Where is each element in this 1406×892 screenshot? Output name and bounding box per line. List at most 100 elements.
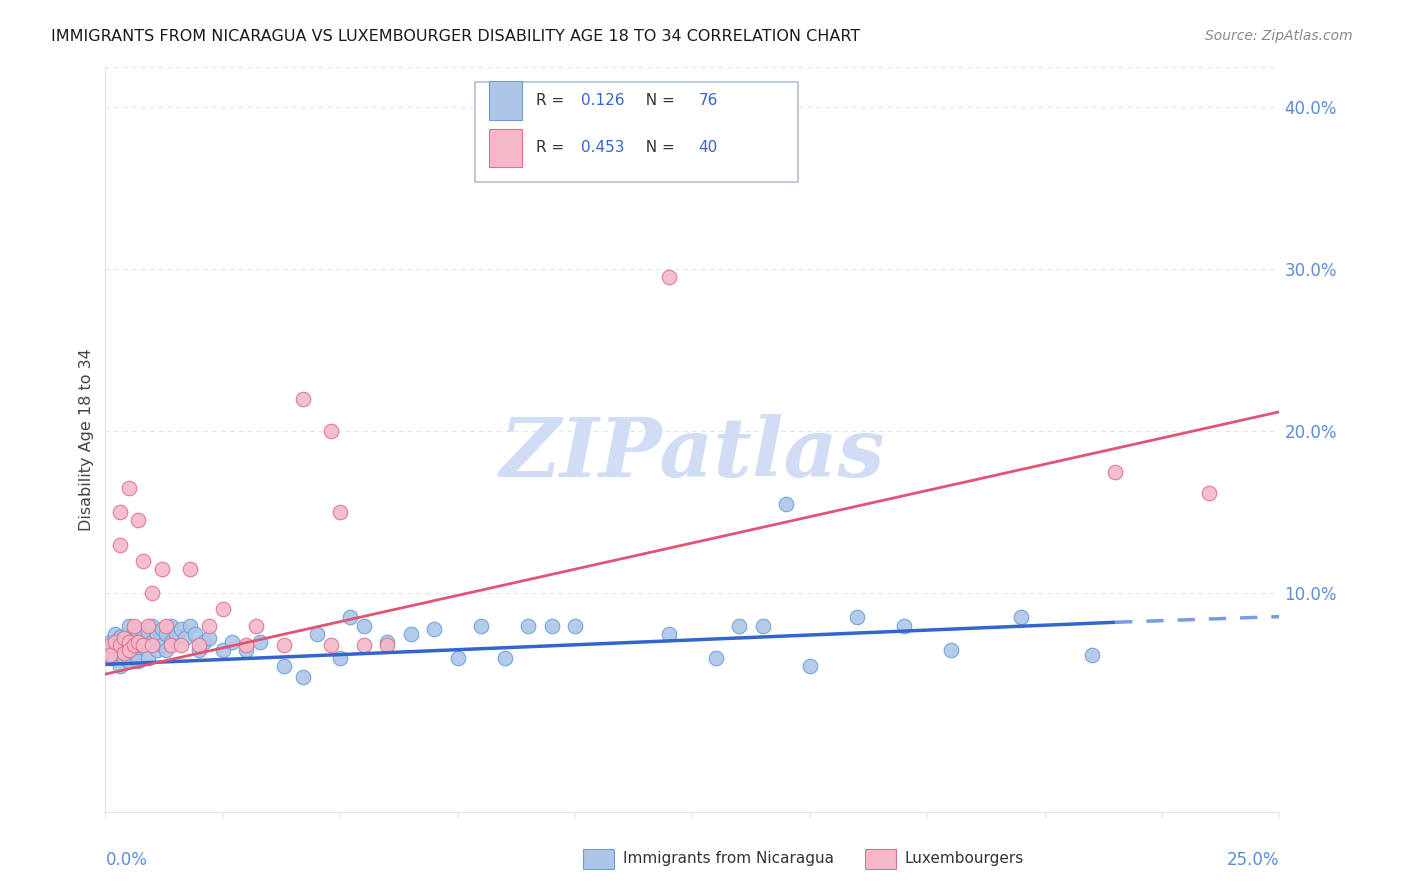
Text: R =: R =	[536, 93, 569, 108]
FancyBboxPatch shape	[475, 82, 799, 182]
Point	[775, 497, 797, 511]
Point	[104, 651, 127, 665]
Point	[273, 638, 295, 652]
Point	[155, 626, 177, 640]
Point	[939, 642, 962, 657]
Point	[132, 638, 155, 652]
Point	[112, 632, 135, 646]
Point	[1104, 465, 1126, 479]
Point	[108, 537, 131, 551]
Point	[104, 626, 127, 640]
Point	[188, 642, 211, 657]
Point	[122, 634, 145, 648]
Point	[98, 648, 121, 662]
Point	[146, 626, 169, 640]
Point	[104, 634, 127, 648]
Point	[122, 622, 145, 636]
Point	[122, 646, 145, 660]
Point	[329, 651, 352, 665]
Point	[658, 626, 681, 640]
Text: 25.0%: 25.0%	[1227, 851, 1279, 869]
Point	[704, 651, 727, 665]
Point	[112, 651, 135, 665]
Point	[197, 632, 219, 646]
Point	[245, 618, 267, 632]
Point	[179, 618, 201, 632]
Text: Immigrants from Nicaragua: Immigrants from Nicaragua	[623, 851, 834, 865]
Text: 0.126: 0.126	[581, 93, 624, 108]
Point	[136, 638, 159, 652]
Point	[193, 634, 215, 648]
Text: Luxembourgers: Luxembourgers	[904, 851, 1024, 865]
Point	[447, 651, 470, 665]
Point	[146, 642, 169, 657]
Text: 40: 40	[699, 140, 717, 155]
Point	[150, 638, 173, 652]
Point	[127, 634, 149, 648]
Point	[108, 505, 131, 519]
Point	[150, 562, 173, 576]
Text: IMMIGRANTS FROM NICARAGUA VS LUXEMBOURGER DISABILITY AGE 18 TO 34 CORRELATION CH: IMMIGRANTS FROM NICARAGUA VS LUXEMBOURGE…	[51, 29, 860, 45]
Point	[165, 626, 187, 640]
Bar	[489, 81, 522, 120]
Point	[108, 638, 131, 652]
Point	[155, 618, 177, 632]
Point	[127, 626, 149, 640]
Text: Source: ZipAtlas.com: Source: ZipAtlas.com	[1205, 29, 1353, 44]
Point	[319, 424, 342, 438]
Point	[104, 638, 127, 652]
Point	[118, 642, 141, 657]
Point	[179, 562, 201, 576]
Point	[141, 586, 163, 600]
Point	[799, 659, 821, 673]
Point	[127, 638, 149, 652]
Point	[118, 654, 141, 668]
Point	[108, 648, 131, 662]
Point	[470, 618, 492, 632]
Point	[160, 634, 183, 648]
Point	[221, 634, 243, 648]
Point	[118, 642, 141, 657]
Point	[118, 481, 141, 495]
Point	[169, 638, 191, 652]
Point	[132, 636, 155, 650]
Point	[658, 270, 681, 285]
Point	[98, 651, 121, 665]
Point	[136, 651, 159, 665]
Point	[160, 638, 183, 652]
Point	[136, 618, 159, 632]
Point	[118, 634, 141, 648]
Point	[127, 654, 149, 668]
Point	[150, 622, 173, 636]
Point	[249, 634, 271, 648]
Point	[141, 618, 163, 632]
Point	[122, 638, 145, 652]
Text: ZIPatlas: ZIPatlas	[499, 414, 886, 494]
Point	[108, 659, 131, 673]
Point	[375, 638, 398, 652]
Point	[197, 618, 219, 632]
Point	[353, 638, 375, 652]
Point	[132, 624, 155, 638]
Point	[273, 659, 295, 673]
Point	[319, 638, 342, 652]
Point	[235, 642, 257, 657]
Point	[118, 618, 141, 632]
Point	[752, 618, 775, 632]
Point	[141, 638, 163, 652]
Point	[540, 618, 562, 632]
Point	[564, 618, 586, 632]
Point	[141, 634, 163, 648]
Text: 0.453: 0.453	[581, 140, 624, 155]
Text: 76: 76	[699, 93, 717, 108]
Y-axis label: Disability Age 18 to 34: Disability Age 18 to 34	[79, 348, 94, 531]
Point	[174, 632, 197, 646]
Point	[517, 618, 540, 632]
Text: N =: N =	[636, 93, 679, 108]
Point	[112, 641, 135, 656]
Point	[329, 505, 352, 519]
Point	[235, 638, 257, 652]
Point	[375, 634, 398, 648]
Point	[339, 610, 361, 624]
Point	[1010, 610, 1032, 624]
